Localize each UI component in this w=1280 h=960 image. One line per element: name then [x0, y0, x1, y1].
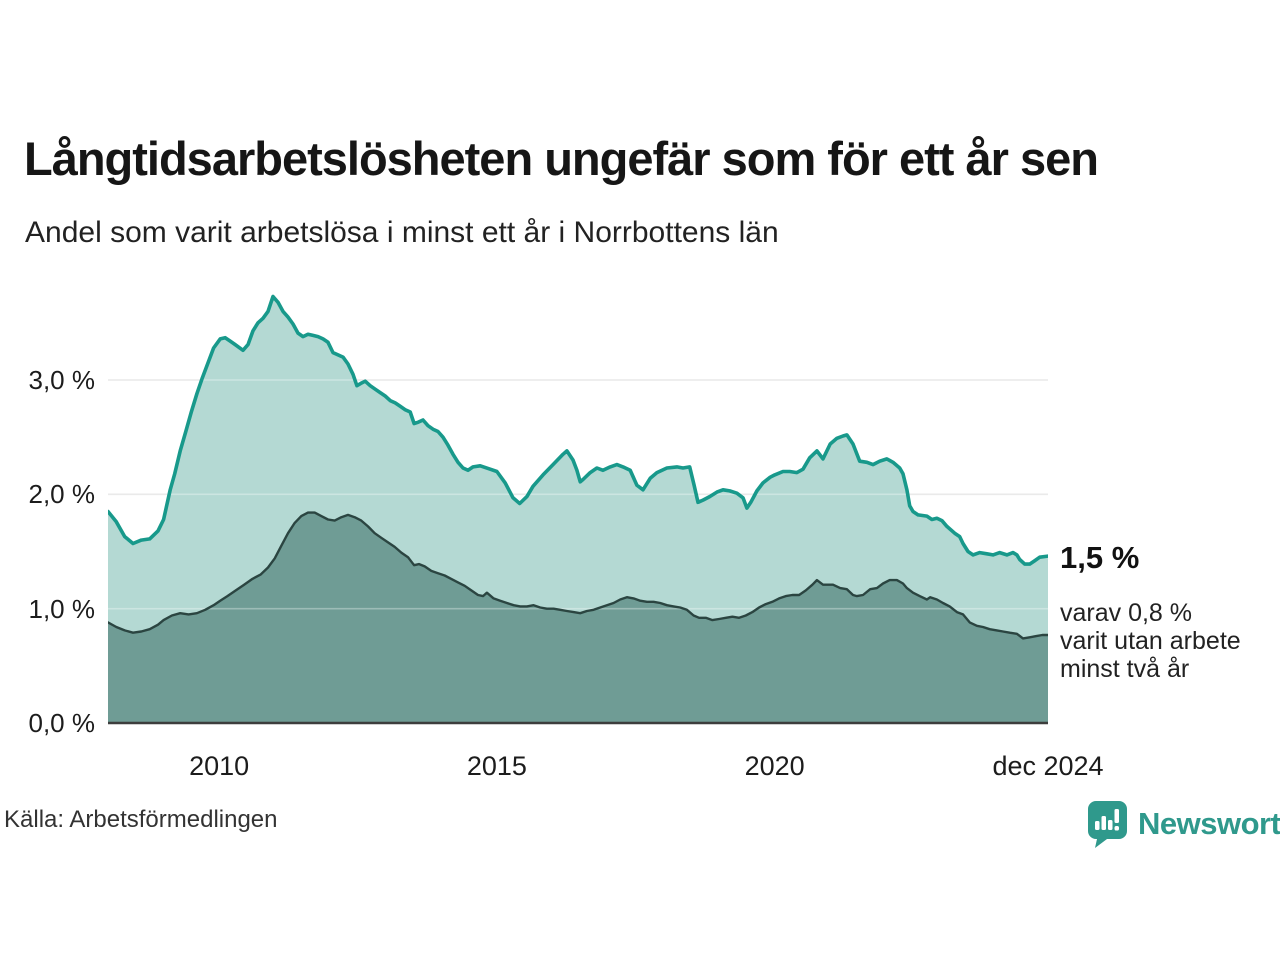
x-tick-label: 2010	[189, 751, 250, 781]
y-tick-label: 3,0 %	[28, 365, 96, 395]
x-tick-label: 2020	[744, 751, 805, 781]
end-value-label-total: 1,5 %	[1060, 540, 1140, 575]
subset-line-3: minst två år	[1060, 655, 1190, 683]
newsworthy-logo: Newsworthy	[1086, 800, 1280, 848]
page-title: Långtidsarbetslösheten ungefär som för e…	[24, 132, 1099, 185]
y-tick-label: 0,0 %	[28, 708, 96, 738]
y-tick-label: 1,0 %	[28, 593, 96, 624]
unemployment-area-chart	[108, 294, 1048, 725]
chart-subtitle: Andel som varit arbetslösa i minst ett å…	[25, 216, 779, 249]
x-tick-label: dec 2024	[992, 751, 1104, 781]
subset-line-2: varit utan arbete	[1060, 627, 1241, 655]
x-tick-label: 2015	[466, 751, 527, 781]
newsworthy-wordmark: Newsworthy	[1138, 806, 1280, 841]
area-series-1	[108, 512, 1048, 723]
newsworthy-badge-barchart-icon	[1088, 801, 1127, 848]
line-series-0	[108, 294, 1048, 566]
source-attribution: Källa: Arbetsförmedlingen	[4, 806, 278, 833]
subset-line-1: varav 0,8 %	[1060, 599, 1193, 627]
y-tick-label: 2,0 %	[28, 479, 96, 510]
line-series-1	[108, 511, 1048, 640]
end-value-label-subset: varav 0,8 % varit utan arbete minst två …	[1060, 599, 1241, 683]
